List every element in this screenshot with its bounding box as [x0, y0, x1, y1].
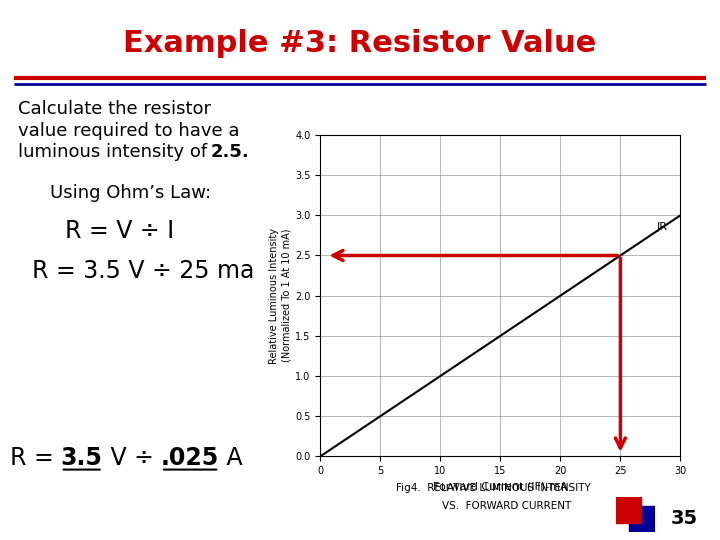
- Bar: [629, 505, 655, 532]
- Text: 35: 35: [670, 509, 698, 528]
- Text: luminous intensity of: luminous intensity of: [18, 143, 213, 161]
- Text: R = V ÷ I: R = V ÷ I: [65, 219, 174, 242]
- X-axis label: Forward Current (IF)-mA: Forward Current (IF)-mA: [433, 482, 568, 491]
- Text: value required to have a: value required to have a: [18, 122, 240, 139]
- Y-axis label: Relative Luminous Intensity
(Normalized To 1 At 10 mA): Relative Luminous Intensity (Normalized …: [269, 228, 291, 363]
- Text: R =: R =: [9, 446, 60, 470]
- Text: 3.5: 3.5: [60, 446, 103, 470]
- Text: .025: .025: [161, 446, 220, 470]
- Text: R = 3.5 V ÷ 25 ma: R = 3.5 V ÷ 25 ma: [32, 259, 255, 283]
- Text: Example #3: Resistor Value: Example #3: Resistor Value: [123, 29, 597, 58]
- Text: VS.  FORWARD CURRENT: VS. FORWARD CURRENT: [415, 501, 571, 511]
- Text: Using Ohm’s Law:: Using Ohm’s Law:: [50, 184, 212, 201]
- Text: Calculate the resistor: Calculate the resistor: [18, 100, 211, 118]
- Text: V ÷: V ÷: [103, 446, 161, 470]
- Bar: [616, 497, 642, 523]
- Text: A: A: [220, 446, 243, 470]
- Text: Fig4.  RELATIVE LUMINOUS INTENSITY: Fig4. RELATIVE LUMINOUS INTENSITY: [396, 483, 590, 494]
- Text: JR: JR: [657, 222, 668, 232]
- Text: 2.5.: 2.5.: [211, 143, 250, 161]
